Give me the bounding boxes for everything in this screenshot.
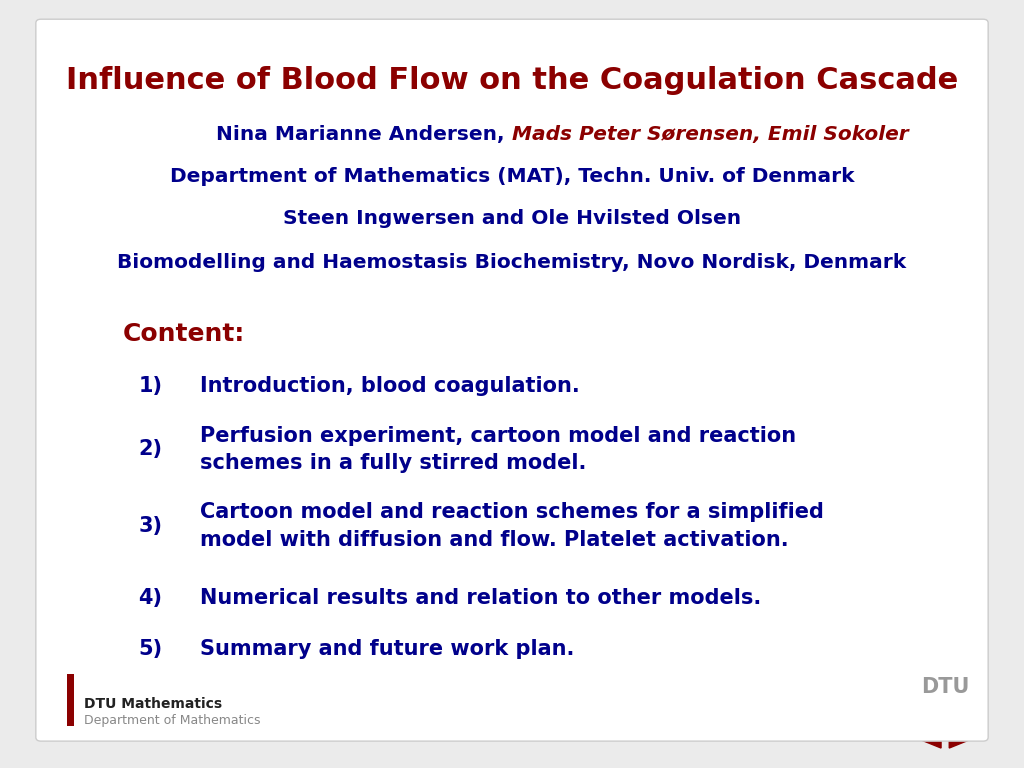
- Polygon shape: [949, 727, 976, 748]
- Text: Introduction, blood coagulation.: Introduction, blood coagulation.: [200, 376, 580, 396]
- Text: Biomodelling and Haemostasis Biochemistry, Novo Nordisk, Denmark: Biomodelling and Haemostasis Biochemistr…: [118, 253, 906, 272]
- Text: Department of Mathematics: Department of Mathematics: [84, 714, 260, 727]
- Text: Influence of Blood Flow on the Coagulation Cascade: Influence of Blood Flow on the Coagulati…: [66, 66, 958, 95]
- Text: Department of Mathematics (MAT), Techn. Univ. of Denmark: Department of Mathematics (MAT), Techn. …: [170, 167, 854, 186]
- Text: DTU Mathematics: DTU Mathematics: [84, 697, 222, 711]
- Text: 4): 4): [138, 588, 162, 607]
- Text: 3): 3): [138, 516, 162, 536]
- Text: Numerical results and relation to other models.: Numerical results and relation to other …: [200, 588, 761, 607]
- Polygon shape: [949, 713, 976, 734]
- Text: Mads Peter Sørensen, Emil Sokoler: Mads Peter Sørensen, Emil Sokoler: [512, 125, 908, 144]
- Text: Content:: Content:: [123, 322, 245, 346]
- Text: Steen Ingwersen and Ole Hvilsted Olsen: Steen Ingwersen and Ole Hvilsted Olsen: [283, 210, 741, 228]
- Polygon shape: [914, 727, 941, 748]
- Text: Cartoon model and reaction schemes for a simplified
model with diffusion and flo: Cartoon model and reaction schemes for a…: [200, 502, 823, 550]
- Polygon shape: [914, 698, 941, 720]
- Text: 1): 1): [138, 376, 162, 396]
- Text: Nina Marianne Andersen,: Nina Marianne Andersen,: [216, 125, 512, 144]
- Polygon shape: [949, 698, 976, 720]
- Polygon shape: [914, 713, 941, 734]
- Text: 5): 5): [138, 639, 163, 659]
- Text: DTU: DTU: [921, 677, 970, 697]
- Text: 2): 2): [138, 439, 162, 459]
- Text: Perfusion experiment, cartoon model and reaction
schemes in a fully stirred mode: Perfusion experiment, cartoon model and …: [200, 425, 796, 473]
- Text: Summary and future work plan.: Summary and future work plan.: [200, 639, 574, 659]
